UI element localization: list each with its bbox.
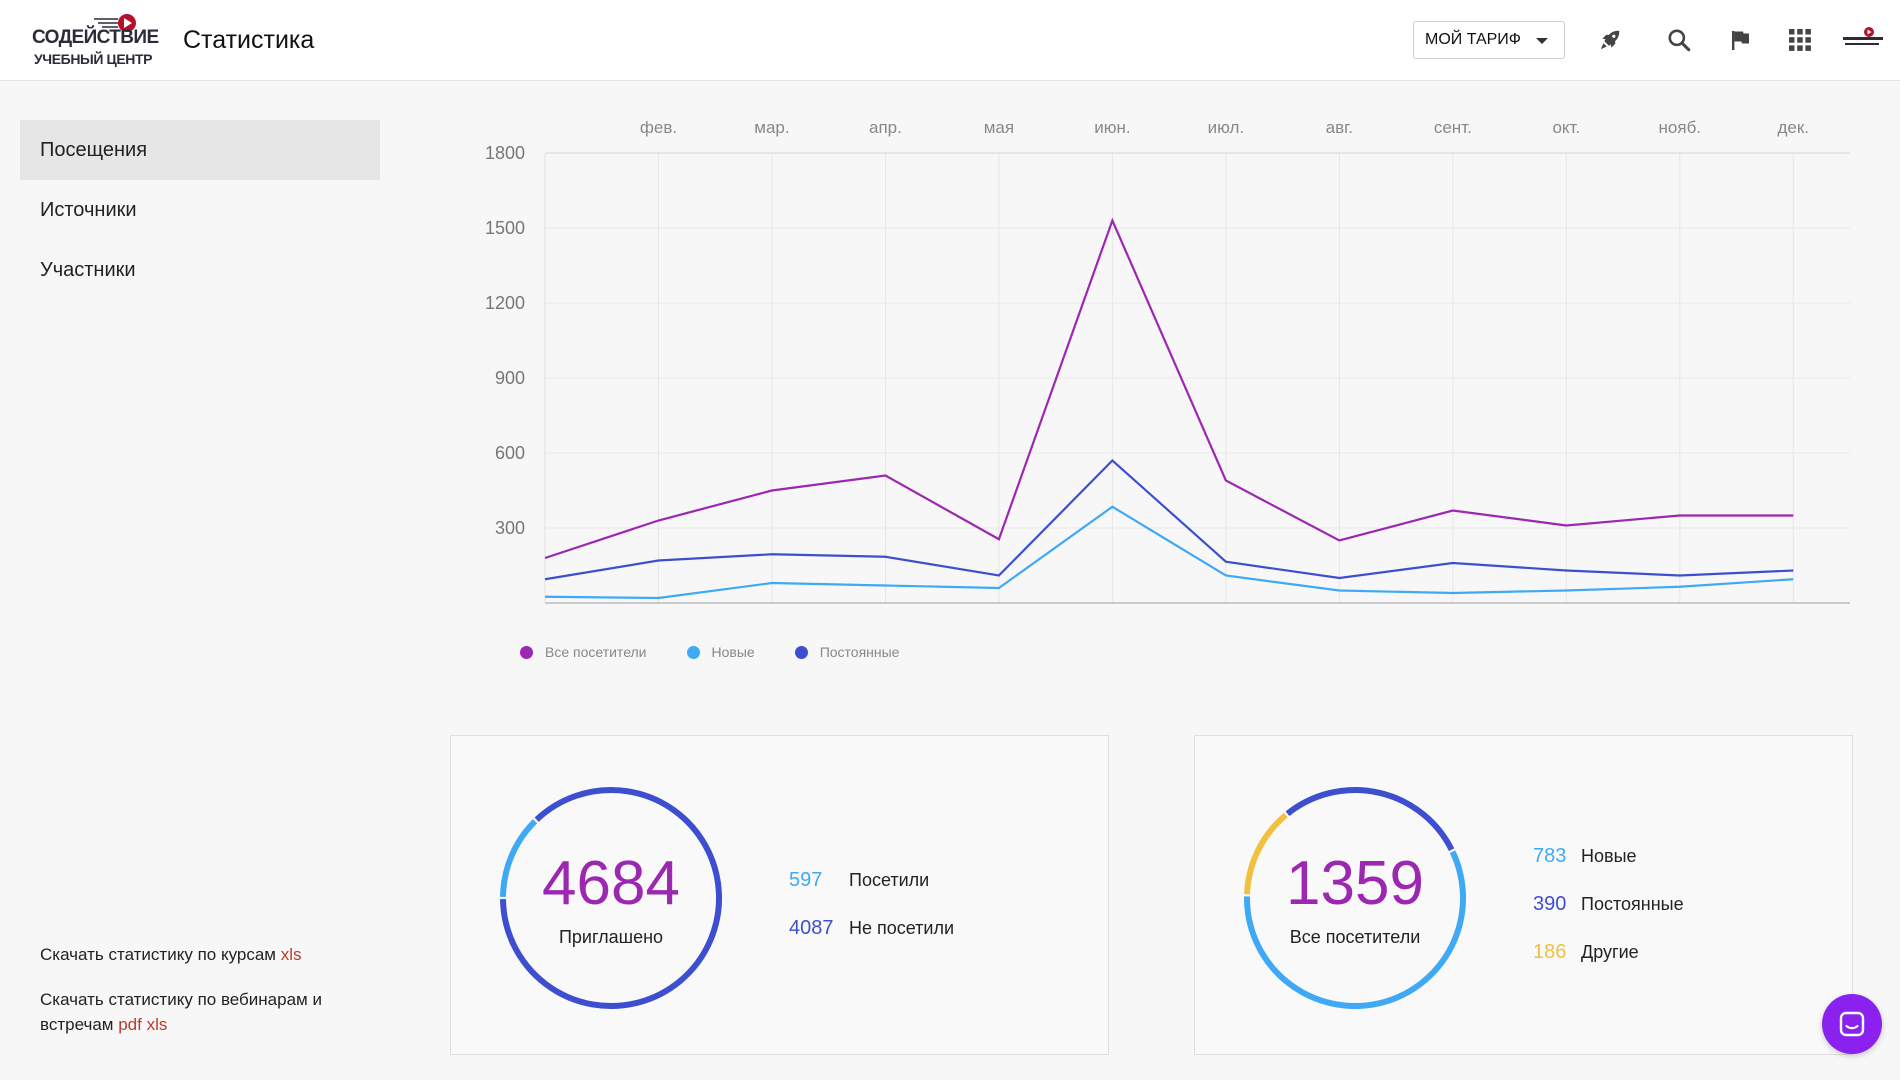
legend-dot <box>520 645 533 659</box>
stat-label: Другие <box>1581 942 1639 962</box>
flag-icon[interactable] <box>1724 24 1756 56</box>
avatar[interactable] <box>1841 24 1887 56</box>
stat-label: Посетили <box>849 870 930 890</box>
x-tick-label: мая <box>984 118 1014 137</box>
legend-item[interactable]: Постоянные <box>794 644 900 660</box>
y-tick-label: 600 <box>495 443 525 463</box>
tariff-label: МОЙ ТАРИФ <box>1425 31 1521 48</box>
invited-card: 4684 Приглашено 597 Посетили 4087 Не пос… <box>450 735 1109 1055</box>
stat-row-regular: 390 Постоянные <box>1533 893 1684 916</box>
x-tick-label: фев. <box>640 118 677 137</box>
sidebar-item-participants[interactable]: Участники <box>20 240 380 300</box>
stat-value: 783 <box>1533 845 1567 867</box>
stat-value: 4087 <box>789 917 834 939</box>
y-tick-label: 900 <box>495 368 525 388</box>
download-courses-row: Скачать статистику по курсам xls <box>40 942 380 967</box>
chat-button[interactable] <box>1822 994 1882 1054</box>
y-tick-label: 300 <box>495 518 525 538</box>
x-tick-label: авг. <box>1326 118 1353 137</box>
y-tick-label: 1800 <box>485 143 525 163</box>
top-header: СОДЕЙСТВИЕ УЧЕБНЫЙ ЦЕНТР Статистика МОЙ … <box>0 0 1900 81</box>
legend-label: Постоянные <box>819 644 900 660</box>
sidebar-item-sources[interactable]: Источники <box>20 180 380 240</box>
visits-line-chart: 300 600 900 1200 1500 1800 фев. мар. апр. мая июн.… <box>440 100 1860 700</box>
donut-segment <box>1244 850 1466 1009</box>
download-webinars-pdf-link[interactable]: pdf <box>118 1015 142 1034</box>
x-tick-label: июн. <box>1094 118 1130 137</box>
legend-item[interactable]: Новые <box>686 644 755 660</box>
visitors-card: 1359 Все посетители 783 Новые 390 Постоя… <box>1194 735 1853 1055</box>
donut-segment <box>1244 812 1288 895</box>
logo-line1: СОДЕЙСТВИЕ <box>32 27 159 48</box>
visitors-donut-svg <box>1244 787 1466 1009</box>
series-line <box>544 217 1794 560</box>
stat-row-not-visited: 4087 Не посетили <box>789 917 954 940</box>
logo-emblem-icon <box>94 14 136 32</box>
legend-dot <box>794 645 808 659</box>
stat-row-new: 783 Новые <box>1533 845 1637 868</box>
sidebar-item-visits[interactable]: Посещения <box>20 120 380 180</box>
rocket-icon[interactable] <box>1594 24 1626 56</box>
download-courses-xls-link[interactable]: xls <box>280 945 302 964</box>
legend-item[interactable]: Все посетители <box>520 644 647 660</box>
search-icon[interactable] <box>1663 24 1695 56</box>
visitors-donut: 1359 Все посетители <box>1241 784 1469 1012</box>
invited-total: 4684 <box>542 849 680 918</box>
download-webinars-xls-link[interactable]: xls <box>146 1015 168 1034</box>
chat-icon <box>1839 1011 1865 1037</box>
invited-donut: 4684 Приглашено <box>497 784 725 1012</box>
download-webinars-row: Скачать статистику по вебинарам и встреч… <box>40 987 380 1037</box>
download-links: Скачать статистику по курсам xls Скачать… <box>40 942 380 1057</box>
stat-value: 186 <box>1533 941 1567 963</box>
invited-total-label: Приглашено <box>558 927 664 947</box>
x-tick-label: апр. <box>869 118 902 137</box>
sidebar-item-label: Участники <box>40 258 136 281</box>
series-line <box>544 505 1794 600</box>
y-tick-label: 1200 <box>485 293 525 313</box>
x-tick-label: дек. <box>1777 118 1809 137</box>
invited-donut-svg <box>500 787 722 1009</box>
legend-label: Новые <box>711 644 755 660</box>
legend-dot <box>686 645 700 659</box>
apps-grid-icon[interactable] <box>1784 24 1816 56</box>
x-tick-label: мар. <box>754 118 789 137</box>
stat-label: Новые <box>1581 846 1637 866</box>
x-tick-label: окт. <box>1552 118 1580 137</box>
chevron-down-icon <box>1536 38 1548 44</box>
chart-svg: 300 600 900 1200 1500 1800 фев. мар. апр. мая июн.… <box>485 118 1850 604</box>
stat-label: Постоянные <box>1581 894 1684 914</box>
chart-legend: Все посетители Новые Постоянные <box>520 644 939 660</box>
x-tick-label: нояб. <box>1659 118 1702 137</box>
stat-label: Не посетили <box>849 918 955 938</box>
legend-label: Все посетители <box>545 644 647 660</box>
donut-segment <box>1285 787 1455 852</box>
stat-value: 597 <box>789 869 823 891</box>
stat-row-other: 186 Другие <box>1533 941 1639 964</box>
y-tick-label: 1500 <box>485 218 525 238</box>
sidebar-item-label: Источники <box>40 198 137 221</box>
page-title: Статистика <box>183 26 315 54</box>
donut-segment <box>500 787 722 1009</box>
stat-row-visited: 597 Посетили <box>789 869 929 892</box>
series-line <box>544 458 1794 581</box>
x-tick-label: сент. <box>1434 118 1472 137</box>
visitors-total: 1359 <box>1286 849 1424 918</box>
download-courses-text: Скачать статистику по курсам <box>40 945 276 964</box>
download-webinars-text: Скачать статистику по вебинарам и встреч… <box>40 990 322 1034</box>
visitors-total-label: Все посетители <box>1289 927 1421 947</box>
stat-value: 390 <box>1533 893 1567 915</box>
logo[interactable]: СОДЕЙСТВИЕ УЧЕБНЫЙ ЦЕНТР <box>30 10 159 70</box>
logo-line2: УЧЕБНЫЙ ЦЕНТР <box>34 51 153 67</box>
donut-segment <box>500 819 538 897</box>
x-tick-label: июл. <box>1208 118 1245 137</box>
sidebar-item-label: Посещения <box>40 138 148 161</box>
my-tariff-dropdown[interactable]: МОЙ ТАРИФ <box>1413 21 1565 59</box>
